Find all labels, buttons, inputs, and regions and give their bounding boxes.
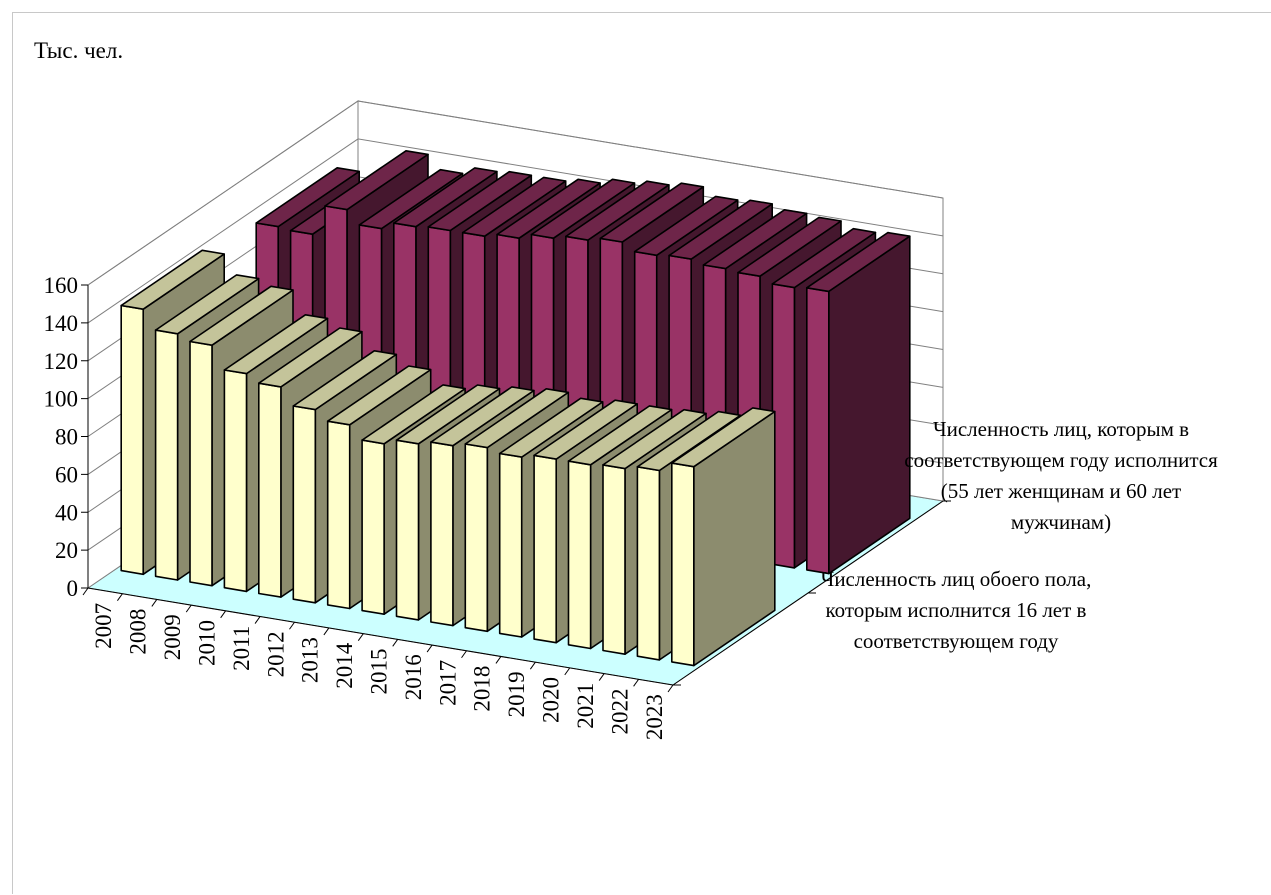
x-tick [564, 667, 571, 676]
x-tick [185, 604, 192, 613]
x-tick-label: 2010 [194, 620, 219, 666]
x-tick-label: 2023 [642, 694, 667, 740]
x-tick [289, 621, 295, 630]
x-tick [220, 610, 227, 619]
series-axis-labels: Численность лиц обоего пола, которым испо… [821, 417, 1218, 653]
x-tick [254, 616, 261, 624]
x-tick-label: 2011 [229, 626, 254, 671]
y-tick-label: 120 [44, 349, 79, 374]
x-tick-label: 2018 [470, 666, 495, 712]
x-tick-label: 2007 [91, 603, 116, 649]
series-label-retirees: Численность лиц, которым в соответствующе… [904, 417, 1218, 534]
x-tick-label: 2020 [539, 677, 564, 723]
x-tick-label: 2022 [607, 688, 632, 734]
x-tick [151, 599, 158, 607]
bar-chart-3d: Тыс. чел. 0 20 40 60 80 100 120 140 160 2007 2008… [34, 38, 1218, 740]
bars [120, 150, 911, 667]
chart-frame: Тыс. чел. 0 20 40 60 80 100 120 140 160 2007 2008… [12, 12, 1271, 894]
x-tick-label: 2013 [298, 637, 323, 683]
x-tick-label: 2017 [435, 660, 460, 706]
y-axis-unit-label: Тыс. чел. [34, 38, 123, 63]
x-tick [82, 587, 89, 596]
x-tick [323, 627, 330, 636]
series-label-youth: Численность лиц обоего пола, которым испо… [821, 567, 1092, 653]
gridline [87, 100, 944, 286]
x-axis: 2007 2008 2009 2010 2011 2012 2013 2014 2015 2016… [82, 500, 951, 740]
x-tick-label: 2009 [160, 614, 185, 660]
y-tick-label: 0 [67, 576, 79, 601]
y-tick-label: 20 [55, 538, 78, 563]
x-tick-label: 2012 [263, 631, 288, 677]
y-tick-label: 100 [44, 387, 79, 412]
x-tick [461, 650, 467, 659]
x-tick-label: 2015 [367, 649, 392, 695]
x-tick [357, 633, 364, 641]
bar-retirees-2023 [805, 231, 911, 575]
y-tick-label: 40 [55, 500, 78, 525]
x-tick-label: 2019 [504, 671, 529, 717]
x-tick-label: 2014 [332, 642, 357, 689]
y-axis: 0 20 40 60 80 100 120 140 160 [44, 273, 89, 601]
x-axis-line [87, 587, 674, 686]
x-tick [392, 639, 399, 647]
x-tick [633, 679, 639, 687]
x-tick-label: 2016 [401, 654, 426, 700]
x-tick [426, 644, 433, 653]
y-tick-label: 60 [55, 462, 78, 487]
x-tick [495, 656, 502, 664]
x-tick [667, 684, 674, 693]
bar-youth-2023 [670, 407, 776, 667]
y-tick-label: 160 [44, 273, 79, 298]
x-tick [598, 673, 605, 681]
x-tick [529, 661, 536, 670]
x-tick [117, 593, 123, 601]
x-tick-label: 2021 [573, 683, 598, 729]
y-tick-label: 140 [44, 311, 79, 336]
y-tick-label: 80 [55, 425, 78, 450]
x-tick-label: 2008 [126, 609, 151, 655]
